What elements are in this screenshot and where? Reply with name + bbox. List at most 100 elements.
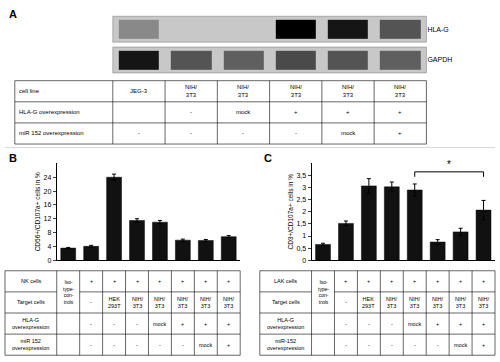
- svg-text:-: -: [414, 342, 416, 348]
- svg-text:NIH/3T3: NIH/3T3: [432, 296, 443, 309]
- svg-text:NIH/3T3: NIH/3T3: [455, 296, 466, 309]
- svg-text:-: -: [136, 342, 138, 348]
- svg-text:mock: mock: [341, 130, 356, 136]
- svg-text:+: +: [344, 278, 347, 284]
- svg-text:NIH/3T3: NIH/3T3: [409, 296, 420, 309]
- svg-text:Iso-type-con-trols: Iso-type-con-trols: [318, 279, 329, 305]
- svg-text:-: -: [368, 321, 370, 327]
- svg-text:-: -: [295, 130, 297, 136]
- svg-text:+: +: [482, 321, 485, 327]
- svg-text:miR 152overexpression: miR 152overexpression: [12, 338, 49, 351]
- svg-text:mock: mock: [199, 342, 212, 348]
- svg-text:NIH/3T3: NIH/3T3: [237, 84, 249, 98]
- svg-text:+: +: [227, 278, 230, 284]
- svg-text:+: +: [181, 278, 184, 284]
- svg-text:+: +: [204, 278, 207, 284]
- svg-text:-: -: [113, 321, 115, 327]
- svg-text:-: -: [113, 342, 115, 348]
- svg-text:A: A: [9, 8, 17, 20]
- svg-text:+: +: [482, 342, 485, 348]
- svg-text:-: -: [90, 299, 92, 305]
- svg-text:+: +: [227, 342, 230, 348]
- svg-text:16: 16: [44, 201, 52, 208]
- svg-text:LAK cells: LAK cells: [274, 278, 297, 284]
- svg-text:-: -: [391, 342, 393, 348]
- svg-text:+: +: [181, 321, 184, 327]
- svg-text:miR 152 overexpression: miR 152 overexpression: [19, 130, 84, 136]
- svg-text:3: 3: [302, 184, 306, 191]
- svg-text:JEG-3: JEG-3: [130, 88, 148, 94]
- svg-text:miR-152overexpression: miR-152overexpression: [267, 338, 304, 351]
- svg-text:+: +: [398, 109, 402, 115]
- svg-text:NIH/3T3: NIH/3T3: [342, 84, 354, 98]
- svg-text:Iso-type-con-trols: Iso-type-con-trols: [63, 279, 74, 305]
- svg-text:HEK293T: HEK293T: [108, 296, 121, 309]
- svg-text:0,5: 0,5: [296, 245, 306, 252]
- svg-text:NIH/3T3: NIH/3T3: [290, 84, 302, 98]
- svg-text:HEK293T: HEK293T: [362, 296, 375, 309]
- svg-text:0: 0: [47, 257, 51, 264]
- svg-text:+: +: [227, 321, 230, 327]
- svg-text:-: -: [391, 321, 393, 327]
- svg-text:NIH/3T3: NIH/3T3: [223, 296, 234, 309]
- svg-text:+: +: [398, 130, 402, 136]
- svg-text:-: -: [90, 342, 92, 348]
- svg-text:8: 8: [47, 229, 51, 236]
- svg-text:cell line: cell line: [19, 88, 40, 94]
- svg-text:CD3+/CD107a+ cells in %: CD3+/CD107a+ cells in %: [287, 174, 294, 250]
- svg-text:mock: mock: [408, 321, 421, 327]
- svg-text:+: +: [482, 278, 485, 284]
- svg-text:0: 0: [302, 257, 306, 264]
- svg-text:4: 4: [47, 243, 51, 250]
- svg-text:C: C: [264, 152, 272, 164]
- svg-text:1,5: 1,5: [296, 220, 306, 227]
- svg-text:-: -: [90, 321, 92, 327]
- svg-text:+: +: [204, 321, 207, 327]
- svg-text:HLA-Goverexpression: HLA-Goverexpression: [267, 317, 304, 330]
- svg-text:20: 20: [44, 188, 52, 195]
- svg-text:mock: mock: [153, 321, 166, 327]
- svg-text:NIH/3T3: NIH/3T3: [185, 84, 197, 98]
- svg-text:12: 12: [44, 215, 52, 222]
- svg-text:-: -: [242, 130, 244, 136]
- svg-text:GAPDH: GAPDH: [427, 56, 452, 63]
- svg-text:-: -: [190, 109, 192, 115]
- svg-text:+: +: [294, 109, 298, 115]
- svg-text:+: +: [390, 278, 393, 284]
- svg-text:-: -: [368, 342, 370, 348]
- svg-text:NIH/3T3: NIH/3T3: [478, 296, 489, 309]
- svg-text:+: +: [158, 278, 161, 284]
- svg-text:-: -: [437, 342, 439, 348]
- svg-text:2,5: 2,5: [296, 196, 306, 203]
- svg-text:NIH/3T3: NIH/3T3: [200, 296, 211, 309]
- svg-text:-: -: [136, 321, 138, 327]
- svg-text:3,5: 3,5: [296, 172, 306, 179]
- svg-text:-: -: [345, 299, 347, 305]
- svg-text:+: +: [346, 109, 350, 115]
- svg-text:NIH/3T3: NIH/3T3: [394, 84, 406, 98]
- svg-text:NIH/3T3: NIH/3T3: [177, 296, 188, 309]
- svg-text:CD56+/CD107a+ cells in %: CD56+/CD107a+ cells in %: [34, 172, 41, 251]
- svg-text:HLA-G: HLA-G: [427, 26, 448, 33]
- svg-text:+: +: [436, 278, 439, 284]
- svg-text:+: +: [367, 278, 370, 284]
- svg-text:+: +: [413, 278, 416, 284]
- svg-text:+: +: [113, 278, 116, 284]
- svg-text:Target cells: Target cells: [272, 299, 300, 305]
- svg-text:-: -: [182, 342, 184, 348]
- svg-text:-: -: [138, 130, 140, 136]
- svg-text:mock: mock: [236, 109, 251, 115]
- svg-text:+: +: [136, 278, 139, 284]
- svg-text:-: -: [345, 321, 347, 327]
- svg-text:1: 1: [302, 232, 306, 239]
- svg-text:+: +: [459, 321, 462, 327]
- svg-text:2: 2: [302, 208, 306, 215]
- svg-text:-: -: [159, 342, 161, 348]
- svg-text:NIH/3T3: NIH/3T3: [132, 296, 143, 309]
- svg-text:NK cells: NK cells: [21, 278, 41, 284]
- svg-text:B: B: [9, 152, 17, 164]
- svg-text:mock: mock: [454, 342, 467, 348]
- svg-text:NIH/3T3: NIH/3T3: [154, 296, 165, 309]
- svg-text:HLA-Goverexpression: HLA-Goverexpression: [12, 317, 49, 330]
- svg-text:24: 24: [44, 174, 52, 181]
